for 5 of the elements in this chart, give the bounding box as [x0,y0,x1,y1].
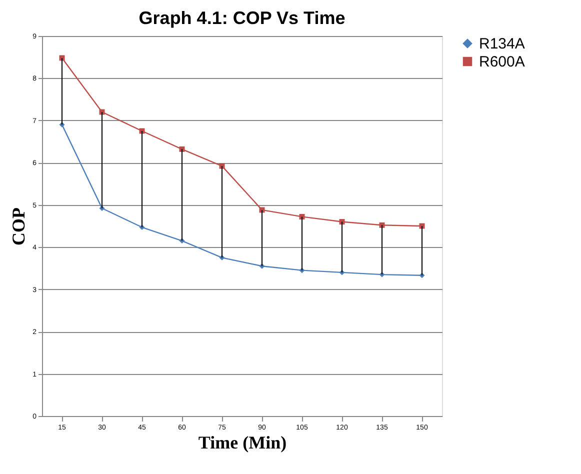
x-axis-title: Time (Min) [198,432,287,452]
chart-title: Graph 4.1: COP Vs Time [138,8,346,28]
legend-label: R134A [479,36,525,52]
legend-label: R600A [479,54,525,70]
y-axis-title: COP [8,208,29,246]
